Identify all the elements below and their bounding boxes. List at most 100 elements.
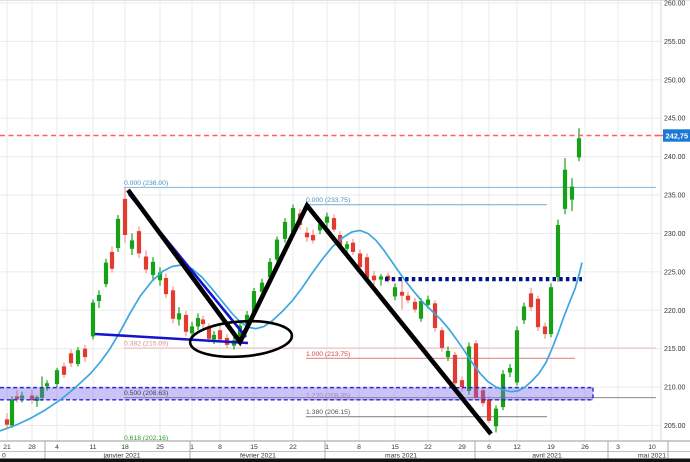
candlestick <box>206 326 212 339</box>
x-axis-tick-label: 11 <box>89 444 96 451</box>
candlestick <box>486 399 492 421</box>
candlestick <box>237 325 243 339</box>
x-axis-tick-label: 12 <box>513 444 521 451</box>
y-axis-label: 225.00 <box>664 269 686 276</box>
candlestick <box>548 287 554 335</box>
candlestick <box>445 350 451 358</box>
x-axis-month-label: mai 2021 <box>638 453 666 460</box>
candlestick <box>267 261 273 278</box>
candlestick <box>418 301 424 319</box>
candlestick <box>68 353 74 364</box>
y-axis-label: 205.00 <box>664 423 686 430</box>
moving-average-line <box>0 229 583 432</box>
candlestick <box>459 380 465 388</box>
x-axis-tick-label: 21 <box>3 444 11 451</box>
x-axis-tick-label: 1 <box>190 444 194 451</box>
candlestick <box>473 343 479 398</box>
candlestick <box>109 251 115 269</box>
candlestick <box>217 330 223 340</box>
x-axis-tick-label: 6 <box>487 444 491 451</box>
x-axis-tick-label: 8 <box>218 444 222 451</box>
candlestick <box>344 244 350 249</box>
x-axis-month-label: janvier 2021 <box>102 453 140 460</box>
fibo-level-label: 1.380 (206.15) <box>306 409 350 416</box>
candlestick <box>122 198 128 235</box>
candlestick <box>480 390 486 404</box>
candlestick <box>350 242 356 252</box>
x-axis-tick-label: 3 <box>616 444 620 451</box>
candlestick <box>170 290 176 319</box>
candlestick <box>211 334 217 340</box>
candlestick <box>555 225 561 278</box>
candlestick <box>535 298 541 328</box>
candlestick <box>251 291 257 314</box>
x-axis-tick-label: 25 <box>156 444 164 451</box>
candlestick <box>576 138 582 158</box>
candlestick <box>405 295 411 301</box>
blue-trendline[interactable] <box>94 332 249 345</box>
candlestick <box>290 208 296 232</box>
fibo-level-label: 0.000 (233.75) <box>306 197 350 204</box>
candlestick <box>304 232 310 238</box>
x-axis-month-label: février 2021 <box>240 453 276 460</box>
candlestick <box>392 287 398 297</box>
y-axis-label: 260.00 <box>664 1 686 8</box>
candlestick <box>357 253 363 268</box>
candlestick <box>75 350 81 365</box>
last-price-badge-text: 242,75 <box>666 132 689 141</box>
candlestick <box>4 419 10 425</box>
candlestick <box>54 370 60 385</box>
candlestick <box>61 366 67 375</box>
candlestick <box>274 239 280 260</box>
x-axis-tick-label: 22 <box>424 444 432 451</box>
support-band[interactable] <box>0 387 593 400</box>
candlestick <box>521 306 527 321</box>
x-axis-tick-label: 15 <box>391 444 399 451</box>
x-axis-tick-label: 22 <box>289 444 297 451</box>
y-axis-label: 250.00 <box>664 77 686 84</box>
y-axis-label: 210.00 <box>664 385 686 392</box>
fibo-level-label: 0.500 (208.63) <box>124 390 168 397</box>
x-axis-month-label: mars 2021 <box>385 453 417 460</box>
candlestick <box>452 354 458 384</box>
candlestick <box>34 397 40 401</box>
x-axis-tick-label: 18 <box>121 444 129 451</box>
y-axis-label: 215.00 <box>664 346 686 353</box>
fibo-level-label: 1.000 (213.75) <box>306 351 350 358</box>
ellipse-annotation[interactable] <box>188 318 294 360</box>
candlestick <box>310 234 316 241</box>
candlestick <box>129 240 135 249</box>
fibo-level-label: 1.270 (208.35) <box>306 392 350 399</box>
y-axis-label: 235.00 <box>664 193 686 200</box>
candlestick <box>39 387 45 398</box>
last-price-badge <box>663 129 690 142</box>
candlestick <box>432 303 438 328</box>
candlestick <box>562 169 568 209</box>
y-axis-label: 240.00 <box>664 154 686 161</box>
candlestick <box>331 218 337 230</box>
candlestick <box>189 326 195 334</box>
candlestick <box>244 314 250 325</box>
candlestick <box>14 396 20 400</box>
candlestick <box>90 302 96 337</box>
x-axis-tick-label: 10 <box>648 444 656 451</box>
candlestick <box>528 293 534 308</box>
candlestick <box>9 399 15 426</box>
candlestick <box>200 319 206 325</box>
black-zigzag-trendline[interactable] <box>126 188 493 436</box>
candlestick <box>439 330 445 348</box>
x-axis-tick-label: 19 <box>547 444 555 451</box>
candlestick <box>425 299 431 305</box>
candlestick <box>399 291 405 296</box>
fibo-level-label: 0.000 (236.00) <box>124 180 168 187</box>
candlestick <box>507 367 513 373</box>
candlestick <box>150 261 156 275</box>
candlestick <box>324 216 330 223</box>
candlestick <box>19 395 25 399</box>
bottom-dark-strip <box>0 458 690 462</box>
candlestick <box>163 278 169 295</box>
y-axis-label: 245.00 <box>664 116 686 123</box>
y-axis-label: 230.00 <box>664 231 686 238</box>
x-axis-month-label: avril 2021 <box>532 453 562 460</box>
